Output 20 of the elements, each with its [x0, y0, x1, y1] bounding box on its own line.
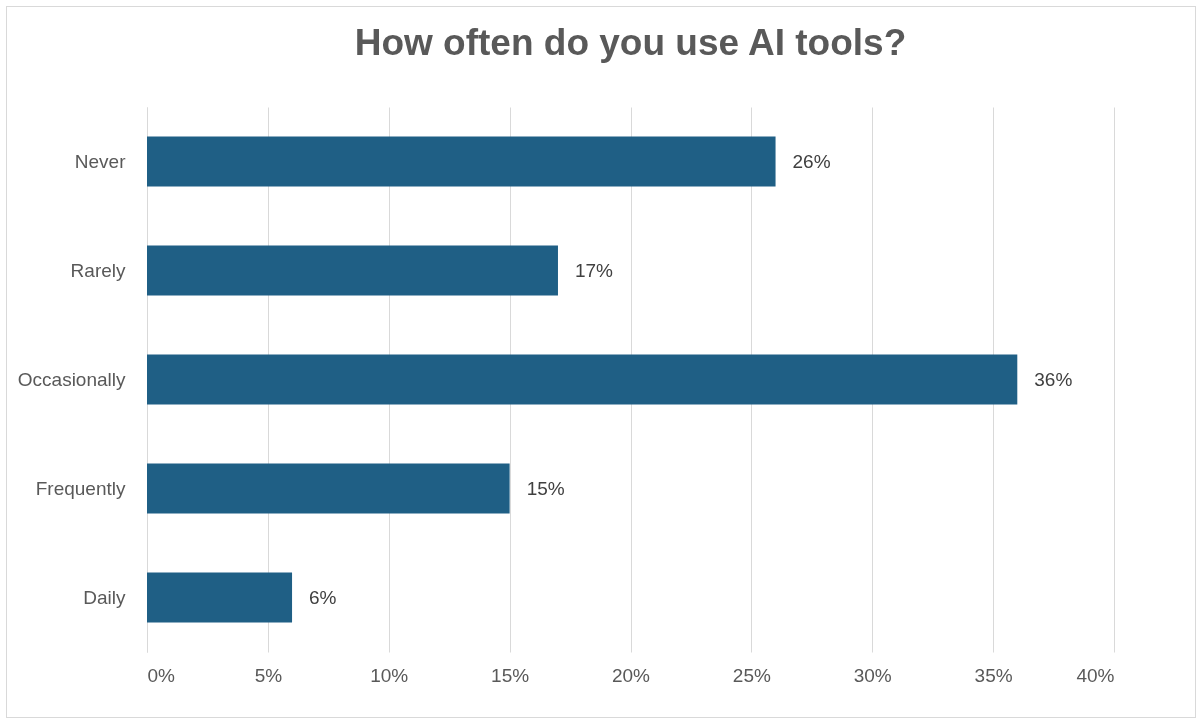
x-tick-label: 35% [974, 664, 1013, 686]
y-tick-label: Rarely [70, 259, 126, 281]
data-label: 6% [309, 586, 337, 608]
x-tick-label: 5% [254, 664, 283, 686]
x-tick-label: 30% [853, 664, 892, 686]
y-tick-label: Occasionally [17, 368, 126, 390]
x-tick-label: 20% [611, 664, 651, 686]
data-label: 36% [1034, 368, 1073, 390]
data-label: 26% [792, 150, 831, 172]
y-tick-label: Daily [83, 586, 126, 608]
chart-title: How often do you use AI tools? [354, 22, 907, 63]
data-label: 17% [574, 259, 614, 281]
x-tick-label: 40% [1076, 664, 1115, 686]
y-tick-label: Frequently [35, 477, 126, 499]
x-tick-label: 0% [147, 664, 176, 686]
x-tick-label: 10% [370, 664, 409, 686]
x-tick-label: 15% [491, 664, 530, 686]
x-tick-label: 25% [732, 664, 771, 686]
y-tick-label: Never [74, 150, 127, 172]
data-label: 15% [526, 477, 565, 499]
